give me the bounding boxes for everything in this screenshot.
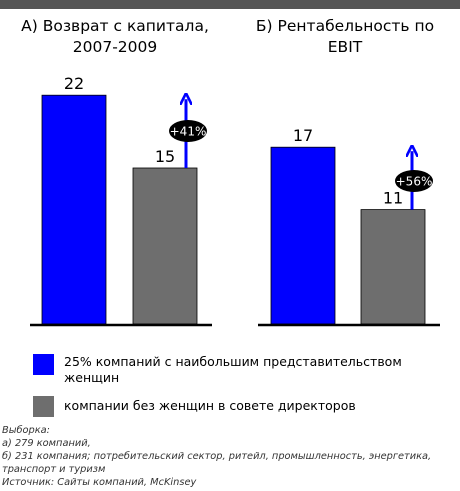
footnotes: Выборка: а) 279 компаний, б) 231 компани… [2,424,452,489]
panel-b-title-line1: Б) Рентабельность по [255,17,435,35]
legend-item-top-women: 25% компаний с наибольшим представительс… [33,354,444,386]
note-b: б) 231 компания; потребительский сектор,… [2,451,432,462]
growth-badge-a [169,120,207,142]
note-a: а) 279 компаний, [2,438,91,449]
legend-label-no-women: компании без женщин в совете директоров [64,398,356,413]
panel-b-title-line2: EBIT [327,38,363,56]
data-label-b-top-women: 17 [293,126,313,145]
top-bar [0,0,460,9]
bar-b-no-women [360,209,426,325]
growth-badge-label-b: +56% [396,175,433,189]
bar-chart: 22 15 +41% 17 11+56% [30,74,440,327]
legend-item-no-women: компании без женщин в совете директоров [33,396,444,417]
panel-b-title: Б) Рентабельность по EBIT [230,16,460,58]
data-label-b-no-women: 11 [383,189,403,208]
panel-a-title-line2: 2007-2009 [72,38,158,56]
bar-a-top-women [41,94,107,325]
bar-b-top-women [270,146,336,325]
growth-badge-label-a: +41% [170,125,207,139]
bar-a-no-women [132,167,198,325]
panel-a-title: А) Возврат с капитала, 2007-2009 [0,16,230,58]
note-sample: Выборка: [2,425,50,436]
growth-badge-b [395,170,433,192]
data-label-a-no-women: 15 [155,147,175,166]
note-source: Источник: Сайты компаний, McKinsey [2,477,197,488]
note-b-cont: транспорт и туризм [2,464,106,475]
panel-a-title-line1: А) Возврат с капитала, [21,17,209,35]
legend-swatch-gray [33,396,54,417]
legend-swatch-blue [33,354,54,375]
data-label-a-top-women: 22 [64,74,84,93]
legend-label-top-women: 25% компаний с наибольшим представительс… [64,354,402,385]
